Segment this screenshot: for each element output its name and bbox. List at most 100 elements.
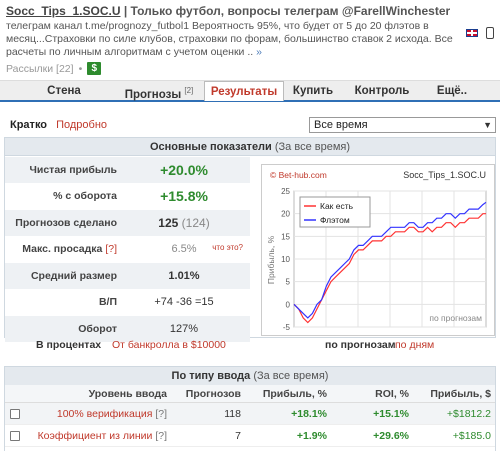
by-days-link[interactable]: по дням <box>395 339 435 351</box>
stat-label: Оборот <box>78 322 117 335</box>
stat-label: Прогнозов сделано <box>15 216 117 229</box>
from-bank-link[interactable]: От банкролла в $10000 <box>112 339 226 351</box>
series-line-as-is <box>293 213 486 324</box>
stat-value: +20.0% <box>160 161 208 178</box>
description-text: телеграм канал t.me/prognozy_futbol1 Вер… <box>6 20 453 58</box>
chart-title: Socc_Tips_1.SOC.U <box>403 170 486 180</box>
period-selected-value: Все время <box>314 119 368 131</box>
y-tick-label: -5 <box>283 323 291 332</box>
y-tick-label: 25 <box>281 187 290 196</box>
tab-control[interactable]: Контроль <box>354 85 410 97</box>
entry-level: 100% верификация [?] <box>25 403 173 424</box>
stat-value: 1.01% <box>168 269 200 282</box>
entry-type-panel: По типу ввода (За все время) Уровень вво… <box>4 366 496 451</box>
what-is-this-link[interactable]: что это? <box>212 243 243 253</box>
stat-row-drawdown: Макс. просадка [?] 6.5% что это? <box>5 237 250 263</box>
stat-value: 125 (124) <box>123 216 245 230</box>
stat-value: +15.8% <box>160 188 208 205</box>
profit-chart: -5 0 5 10 15 20 25 © Bet-hub.com Socc_Tips_1.SOC… <box>261 164 495 336</box>
legend-label: Флэтом <box>320 215 350 225</box>
stat-row-win-loss: В/П +74 -36 =15 <box>5 290 250 316</box>
by-predictions-label: по прогнозам <box>325 339 396 351</box>
stat-value: +74 -36 =15 <box>154 296 214 309</box>
entry-profit-pct: +18.1% <box>291 408 327 420</box>
x-axis-label: по прогнозам <box>429 313 482 323</box>
chart-options-row: В процентах От банкролла в $10000 по про… <box>0 339 500 353</box>
subscriptions-row: Рассылки [22] • $ <box>6 62 476 75</box>
dot-separator: • <box>78 62 83 75</box>
entry-type-header: По типу ввода (За все время) <box>5 367 495 385</box>
legend-label: Как есть <box>320 201 354 211</box>
panel-title: По типу ввода <box>171 370 251 382</box>
col-profit-pct: Прибыль, % <box>262 388 327 400</box>
stats-table: Чистая прибыль +20.0% % с оборота +15.8%… <box>5 157 250 343</box>
entry-count: 7 <box>235 430 241 442</box>
tipster-description: телеграм канал t.me/prognozy_futbol1 Вер… <box>6 20 476 59</box>
panel-title: Основные показатели <box>149 141 272 153</box>
predictions-count: 125 <box>158 215 179 230</box>
profile-header: Socc_Tips_1.SOC.U | Только футбол, вопро… <box>6 4 476 75</box>
mobile-icon[interactable] <box>486 27 494 39</box>
tab-wall[interactable]: Стена <box>47 85 81 97</box>
uk-flag-icon[interactable] <box>466 29 478 37</box>
description-more-link[interactable]: » <box>256 46 262 58</box>
col-level: Уровень ввода <box>88 388 167 400</box>
entry-profit-pct: +1.9% <box>296 430 327 442</box>
entry-profit-usd: +$185.0 <box>452 430 491 442</box>
entry-level-help[interactable]: [?] <box>155 430 167 442</box>
entry-table-header: Уровень ввода Прогнозов Прибыль, % ROI, … <box>5 385 495 403</box>
stat-value: 6.5% что это? <box>123 243 245 255</box>
tab-results[interactable]: Результаты <box>204 81 284 101</box>
subscriptions-link[interactable]: Рассылки [22] <box>6 62 74 75</box>
drawdown-help-link[interactable]: [?] <box>105 243 117 256</box>
entry-level-link[interactable]: 100% верификация <box>56 408 153 420</box>
dollar-button[interactable]: $ <box>87 62 102 75</box>
entry-profit-usd: +$1812.2 <box>446 408 491 420</box>
y-tick-label: 0 <box>286 300 291 309</box>
col-predictions: Прогнозов <box>185 388 241 400</box>
stat-row-turnover: Оборот 127% <box>5 316 250 343</box>
stat-label: В/П <box>98 296 117 309</box>
main-stats-header: Основные показатели (За все время) <box>5 138 495 156</box>
row-checkbox[interactable] <box>10 409 20 420</box>
in-percent-label: В процентах <box>36 339 102 351</box>
view-mode: Кратко Подробно <box>10 119 107 131</box>
mode-short[interactable]: Кратко <box>10 119 48 131</box>
period-select[interactable]: Все время ▼ <box>309 117 496 133</box>
entry-level: Коэффициент из линии [?] <box>25 425 173 446</box>
stat-label: % с оборота <box>53 190 117 203</box>
legend-box <box>299 196 371 228</box>
panel-subtitle: (За все время) <box>253 370 329 382</box>
tab-buy[interactable]: Купить <box>292 85 334 97</box>
row-checkbox[interactable] <box>10 431 20 442</box>
series-line-flat <box>293 201 487 319</box>
stat-row-turnover-pct: % с оборота +15.8% <box>5 184 250 210</box>
y-tick-label: 20 <box>281 210 290 219</box>
predictions-extra: (124) <box>181 215 210 230</box>
tab-more[interactable]: Ещё.. <box>436 85 468 97</box>
stat-label: Средний размер <box>30 269 117 282</box>
stat-row-avg-size: Средний размер 1.01% <box>5 263 250 290</box>
y-axis-label: Прибыль, % <box>266 235 276 284</box>
main-nav: Стена Прогнозы [2] Результаты Купить Кон… <box>0 80 500 102</box>
stat-label: Чистая прибыль <box>29 163 118 176</box>
profile-title: Socc_Tips_1.SOC.U | Только футбол, вопро… <box>6 4 476 18</box>
stat-row-predictions: Прогнозов сделано 125 (124) <box>5 210 250 237</box>
y-tick-label: 15 <box>281 232 290 241</box>
tab-predictions[interactable]: Прогнозы [2] <box>124 86 194 101</box>
col-profit-usd: Прибыль, $ <box>430 388 491 400</box>
chevron-down-icon: ▼ <box>483 120 492 130</box>
tipster-subtitle: Только футбол, вопросы телеграм @FarellW… <box>130 4 451 18</box>
entry-level-link[interactable]: Коэффициент из линии <box>37 430 153 442</box>
mode-detailed-link[interactable]: Подробно <box>56 119 108 131</box>
table-row: Коэффициент из линии [?] 7 +1.9% +29.6% … <box>5 425 495 447</box>
stat-row-net-profit: Чистая прибыль +20.0% <box>5 157 250 184</box>
tipster-name-link[interactable]: Socc_Tips_1.SOC.U <box>6 4 121 18</box>
entry-roi: +29.6% <box>373 430 409 442</box>
chart-watermark: © Bet-hub.com <box>270 170 327 180</box>
stat-value: 127% <box>169 322 199 335</box>
title-separator: | <box>123 4 128 18</box>
y-tick-label: 5 <box>286 278 291 287</box>
col-roi: ROI, % <box>375 388 409 400</box>
entry-level-help[interactable]: [?] <box>155 408 167 420</box>
